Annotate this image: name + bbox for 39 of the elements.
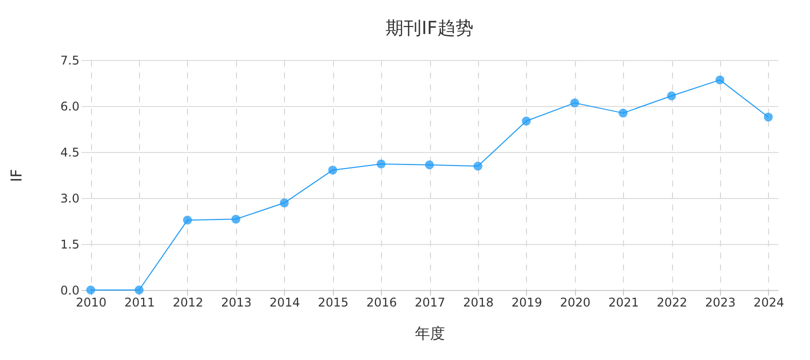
x-tick-label: 2019 — [512, 296, 542, 310]
y-tick-label: 0.0 — [60, 284, 80, 298]
point — [570, 98, 580, 108]
point — [376, 159, 386, 168]
point — [473, 162, 482, 171]
x-tick-label: 2018 — [463, 296, 494, 310]
point — [715, 75, 724, 84]
x-tick-label: 2022 — [656, 296, 688, 310]
x-tick-label: 2011 — [124, 296, 155, 310]
y-axis-title: IF — [7, 168, 26, 182]
x-tick-label: 2024 — [754, 296, 784, 310]
point — [425, 160, 434, 170]
x-tick-label: 2020 — [560, 296, 590, 310]
y-tick-label: 4.5 — [60, 146, 80, 160]
x-tick-label: 2023 — [705, 296, 736, 310]
point — [764, 112, 773, 122]
y-tick-label: 7.5 — [60, 54, 80, 68]
y-tick-label: 6.0 — [60, 100, 80, 114]
x-tick-label: 2014 — [270, 296, 300, 310]
point — [183, 216, 192, 225]
x-tick-label: 2017 — [414, 296, 446, 310]
x-axis-title: 年度 — [415, 324, 445, 342]
x-tick-label: 2021 — [608, 296, 639, 310]
point — [667, 91, 676, 100]
x-tick-label: 2010 — [76, 296, 106, 310]
chart-title: 期刊IF趋势 — [386, 18, 474, 39]
y-tick-label: 1.5 — [60, 238, 80, 252]
x-tick-label: 2015 — [318, 296, 348, 310]
point — [231, 214, 240, 224]
point — [134, 286, 144, 294]
y-tick-label: 3.0 — [60, 192, 80, 206]
x-tick-label: 2013 — [221, 296, 252, 310]
x-tick-label: 2016 — [366, 296, 397, 310]
point — [86, 286, 96, 294]
point — [328, 166, 338, 175]
x-tick-label: 2012 — [172, 296, 204, 310]
point — [618, 108, 628, 118]
point — [522, 116, 531, 126]
point — [280, 198, 289, 208]
